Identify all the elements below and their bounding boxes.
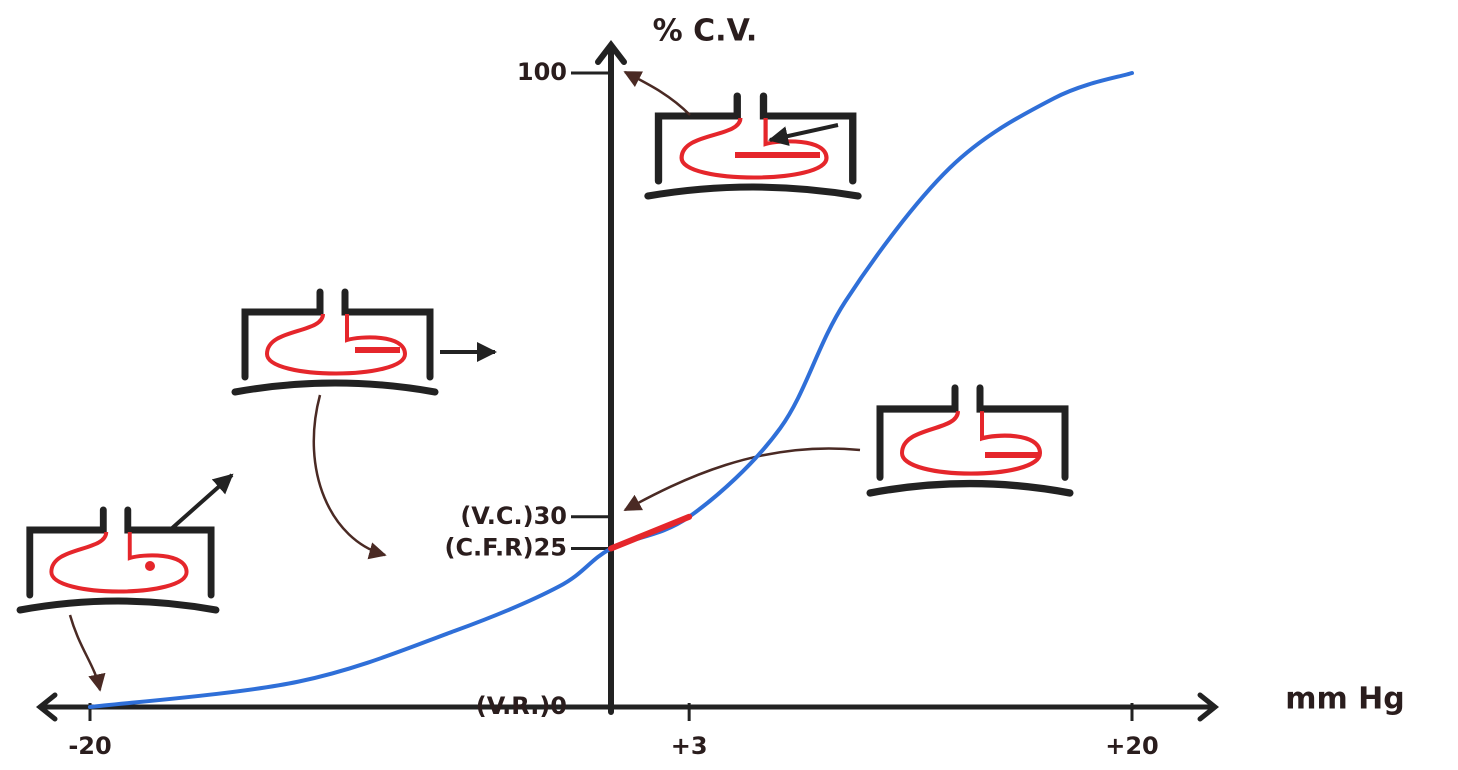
chamber-icon xyxy=(870,388,1070,493)
chamber-icon xyxy=(235,292,435,392)
y-tick-label: (V.R.)0 xyxy=(476,692,567,720)
chamber-dot xyxy=(145,561,155,571)
pointer-arrow xyxy=(625,72,690,115)
y-tick-label: (V.C.)30 xyxy=(460,502,567,530)
push-arrow xyxy=(170,475,232,530)
x-axis-title: mm Hg xyxy=(1285,682,1405,717)
diagrams xyxy=(20,72,1070,690)
push-arrow xyxy=(770,125,838,140)
y-tick-label: (C.F.R)25 xyxy=(444,534,567,562)
y-axis-title: % C.V. xyxy=(653,14,758,49)
x-axis xyxy=(40,695,1215,719)
x-tick-label: +20 xyxy=(1105,732,1159,760)
pointer-arrow xyxy=(314,395,385,555)
x-tick-label: -20 xyxy=(68,732,111,760)
chamber-icon xyxy=(648,96,858,196)
pointer-arrow xyxy=(70,615,100,690)
x-tick-label: +3 xyxy=(671,732,708,760)
pointer-arrow xyxy=(625,448,860,510)
y-tick-label: 100 xyxy=(517,58,567,86)
y-axis xyxy=(598,45,624,712)
chamber-icon xyxy=(20,510,216,610)
chart: % C.V. mm Hg (V.R.)0 (C.F.R)25 (V.C.)30 100… xyxy=(0,0,1458,770)
curve xyxy=(611,517,689,549)
